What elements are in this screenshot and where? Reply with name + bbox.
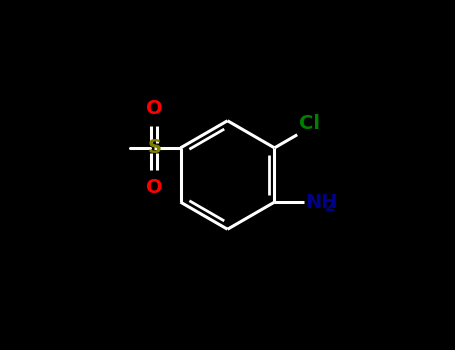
Text: Cl: Cl [299, 114, 320, 133]
Text: O: O [146, 99, 162, 118]
Text: O: O [146, 177, 162, 197]
Text: NH: NH [305, 193, 338, 212]
Text: S: S [147, 138, 161, 158]
Text: 2: 2 [324, 199, 335, 214]
